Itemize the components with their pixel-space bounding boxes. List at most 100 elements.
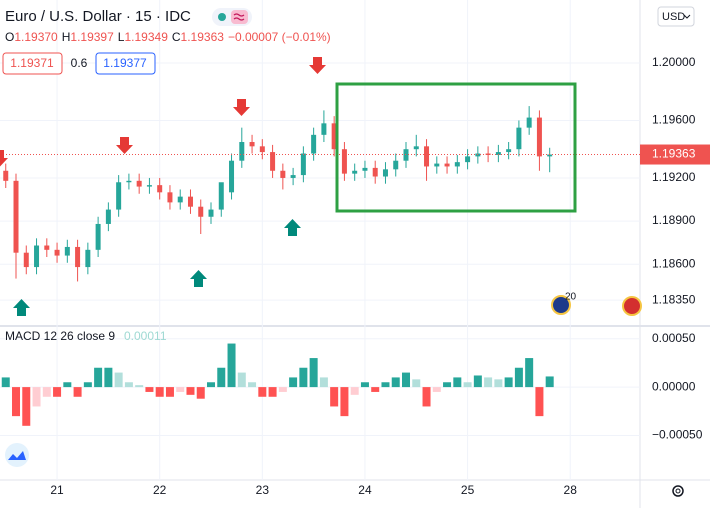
sell-arrow xyxy=(309,57,326,74)
candle-body xyxy=(34,245,40,268)
histogram-bar xyxy=(155,387,164,397)
ohlc-key: L xyxy=(118,30,125,44)
y-tick-label: 1.19600 xyxy=(652,113,696,127)
candle-body xyxy=(85,249,91,268)
histogram-bar xyxy=(12,387,21,417)
histogram-bar xyxy=(227,343,236,388)
histogram-bar xyxy=(165,387,174,397)
histogram-bar xyxy=(83,382,92,388)
y-tick-label: 1.19200 xyxy=(652,170,696,184)
histogram-bar xyxy=(145,387,154,392)
histogram-bar xyxy=(207,382,216,388)
candle-body xyxy=(311,134,317,154)
candle-body xyxy=(218,182,224,210)
histogram-bar xyxy=(535,387,544,417)
candle-body xyxy=(23,252,29,268)
event-badge: 20 xyxy=(565,292,577,303)
histogram-bar xyxy=(545,376,554,388)
histogram-bar xyxy=(340,387,349,417)
candle-body xyxy=(136,180,142,187)
candle-body xyxy=(44,245,50,250)
x-tick-label: 28 xyxy=(564,483,578,497)
histogram-bar xyxy=(453,377,462,388)
histogram-bar xyxy=(494,379,503,388)
ask: 1.19377 xyxy=(103,56,147,70)
logo[interactable] xyxy=(5,443,29,467)
bid-box[interactable] xyxy=(2,52,63,75)
highlight-box xyxy=(335,82,577,213)
candle-body xyxy=(424,146,430,167)
indicator-title[interactable]: MACD 12 26 close 9 xyxy=(5,329,115,343)
histogram-bar xyxy=(309,358,318,388)
histogram-bar xyxy=(124,382,133,388)
histogram-bar xyxy=(504,377,513,388)
sell-arrow xyxy=(233,99,250,116)
histogram-bar xyxy=(278,387,287,392)
y-tick-label: −0.00050 xyxy=(652,428,703,442)
settings-icon xyxy=(672,485,684,497)
candle-body xyxy=(341,149,347,174)
histogram-bar xyxy=(514,367,523,388)
buy-arrows xyxy=(13,219,301,316)
candle-body xyxy=(526,117,532,128)
histogram-bar xyxy=(463,382,472,388)
candle-body xyxy=(157,185,163,193)
settings-button[interactable] xyxy=(672,485,684,497)
candle-body xyxy=(403,149,409,161)
candle-body xyxy=(454,162,460,167)
symbol-title[interactable]: Euro / U.S. Dollar · 15 · IDC xyxy=(5,8,191,25)
x-tick-label: 23 xyxy=(256,483,270,497)
event-icon[interactable] xyxy=(622,296,642,316)
sell-arrow xyxy=(116,137,133,154)
histogram-bar xyxy=(42,387,51,397)
histogram-bar xyxy=(217,367,226,388)
sell-arrows xyxy=(0,57,326,167)
status-icon xyxy=(233,13,245,21)
y-tick-label: 0.00050 xyxy=(652,331,696,345)
histogram-bar xyxy=(1,377,10,388)
candle-body xyxy=(393,160,399,170)
candle-body xyxy=(536,117,542,157)
candle-body xyxy=(126,180,132,183)
histogram-bar xyxy=(350,387,359,395)
candle-body xyxy=(54,249,60,256)
candle-body xyxy=(485,153,491,155)
candle-body xyxy=(270,152,276,171)
candle-body xyxy=(116,182,122,210)
candle-body xyxy=(75,246,81,268)
x-tick-label: 22 xyxy=(153,483,167,497)
candle-body xyxy=(506,149,512,153)
histogram-bar xyxy=(237,372,246,388)
histogram-bar xyxy=(53,387,62,397)
candle-body xyxy=(95,223,101,250)
candle-body xyxy=(290,175,296,178)
candle-body xyxy=(413,146,419,150)
buy-arrow xyxy=(13,299,30,316)
candle-body xyxy=(495,152,501,155)
histogram-bar xyxy=(268,387,277,397)
ohlc-key: C xyxy=(172,30,181,44)
candle-body xyxy=(239,142,245,161)
candle-body xyxy=(280,170,286,178)
ohlc-value: 1.19397 xyxy=(70,30,114,44)
histogram-bar xyxy=(73,387,82,397)
sell-arrow xyxy=(0,150,8,167)
candle-body xyxy=(249,142,255,147)
y-tick-label: 1.18900 xyxy=(652,213,696,227)
event-icon[interactable] xyxy=(551,295,571,315)
ask-box[interactable] xyxy=(95,52,156,75)
indicator-value: 0.00011 xyxy=(124,329,167,343)
candle-body xyxy=(331,123,337,150)
histogram-bar xyxy=(412,379,421,388)
histogram-bar xyxy=(319,377,328,388)
histogram-bar xyxy=(289,377,298,388)
y-tick-label: 1.18600 xyxy=(652,256,696,270)
currency-button[interactable] xyxy=(657,6,695,27)
candle-body xyxy=(167,192,173,203)
histogram-bar xyxy=(360,382,369,388)
histogram-bar xyxy=(186,387,195,395)
histogram-bar xyxy=(330,387,339,407)
candle-body xyxy=(146,185,152,187)
status-badge xyxy=(231,10,248,24)
candle-body xyxy=(516,127,522,150)
